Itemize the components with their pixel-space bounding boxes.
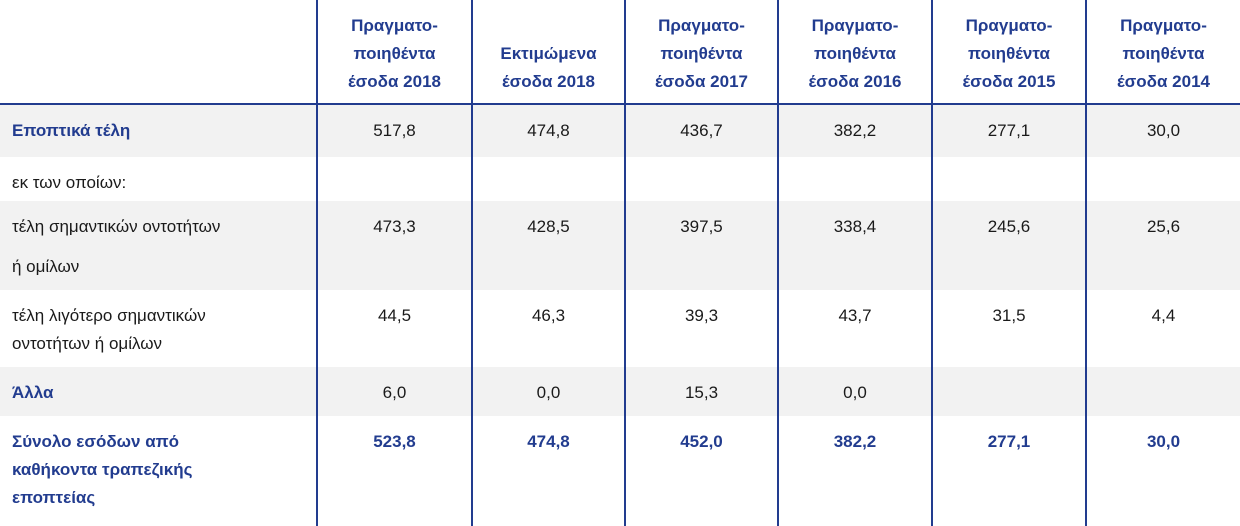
label-line: εκ των οποίων: <box>12 173 127 192</box>
header-line: Πραγματο- <box>811 16 899 35</box>
value-cell: 428,5 <box>471 201 625 290</box>
value-cell: 523,8 <box>316 416 472 526</box>
value-cell: 382,2 <box>777 416 932 526</box>
row-label: τέλη σημαντικών οντοτήτων ή ομίλων <box>0 201 317 290</box>
empty-cell <box>931 157 1086 201</box>
label-line: οντοτήτων ή ομίλων <box>12 334 163 353</box>
header-row: Πραγματο-ποιηθέντα έσοδα 2018 Εκτιμώμενα έσ… <box>0 0 1240 105</box>
header-line: Πραγματο- <box>351 16 438 35</box>
row-label: τέλη λιγότερο σημαντικών οντοτήτων ή ομίλ… <box>0 290 317 367</box>
column-header: Πραγματο-ποιηθέντα έσοδα 2015 <box>931 0 1086 105</box>
header-line: έσοδα 2015 <box>962 72 1056 91</box>
empty-cell <box>777 157 932 201</box>
row-label: εκ των οποίων: <box>0 157 317 201</box>
header-line: Πραγματο- <box>1120 16 1207 35</box>
table-row: Εποπτικά τέλη 517,8 474,8 436,7 382,2 277,1 30… <box>0 104 1240 157</box>
label-line: Σύνολο εσόδων από <box>12 432 180 451</box>
value-cell: 452,0 <box>624 416 778 526</box>
empty-cell <box>1085 367 1240 416</box>
column-header: Πραγματο-ποιηθέντα έσοδα 2014 <box>1085 0 1240 105</box>
header-line: έσοδα 2017 <box>655 72 748 91</box>
header-line: ποιηθέντα <box>353 44 436 63</box>
value-cell: 397,5 <box>624 201 778 290</box>
corner <box>0 0 317 105</box>
empty-cell <box>931 367 1086 416</box>
value-cell: 0,0 <box>777 367 932 416</box>
value-cell: 25,6 <box>1085 201 1240 290</box>
header-line: Εκτιμώμενα <box>500 44 597 63</box>
label-line: τέλη λιγότερο σημαντικών <box>12 306 206 325</box>
value-cell: 0,0 <box>471 367 625 416</box>
header-line: Πραγματο- <box>658 16 745 35</box>
value-cell: 46,3 <box>471 290 625 367</box>
table-row: τέλη σημαντικών οντοτήτων ή ομίλων 473,3 42… <box>0 201 1240 290</box>
value-cell: 474,8 <box>471 416 625 526</box>
column-header: Πραγματο-ποιηθέντα έσοδα 2017 <box>624 0 778 105</box>
header-line: ποιηθέντα <box>1122 44 1205 63</box>
label-line: καθήκοντα τραπεζικής <box>12 460 193 479</box>
value-cell: 338,4 <box>777 201 932 290</box>
empty-cell <box>1085 157 1240 201</box>
value-cell: 245,6 <box>931 201 1086 290</box>
value-cell: 6,0 <box>316 367 472 416</box>
header-line: έσοδα 2018 <box>348 72 441 91</box>
value-cell: 277,1 <box>931 416 1086 526</box>
label-line: Εποπτικά τέλη <box>12 121 131 140</box>
header-line: ποιηθέντα <box>814 44 896 63</box>
header-line: έσοδα 2014 <box>1117 72 1210 91</box>
header-line: ποιηθέντα <box>660 44 743 63</box>
table-row: Άλλα 6,0 0,0 15,3 0,0 <box>0 367 1240 416</box>
value-cell: 44,5 <box>316 290 472 367</box>
label-line: τέλη σημαντικών οντοτήτων <box>12 217 221 236</box>
header-line: έσοδα 2016 <box>808 72 902 91</box>
value-cell: 31,5 <box>931 290 1086 367</box>
value-cell: 39,3 <box>624 290 778 367</box>
header-line: ποιηθέντα <box>968 44 1050 63</box>
column-header: Εκτιμώμενα έσοδα 2018 <box>471 0 625 105</box>
empty-cell <box>471 157 625 201</box>
table-row: τέλη λιγότερο σημαντικών οντοτήτων ή ομίλ… <box>0 290 1240 367</box>
header-line: έσοδα 2018 <box>502 72 595 91</box>
row-label: Σύνολο εσόδων από καθήκοντα τραπεζικής επο… <box>0 416 317 526</box>
row-label: Εποπτικά τέλη <box>0 104 317 157</box>
value-cell: 277,1 <box>931 104 1086 157</box>
value-cell: 474,8 <box>471 104 625 157</box>
table-body: Εποπτικά τέλη 517,8 474,8 436,7 382,2 277,1 30… <box>0 104 1240 526</box>
value-cell: 43,7 <box>777 290 932 367</box>
table-row: εκ των οποίων: <box>0 157 1240 201</box>
label-line: Άλλα <box>12 383 54 402</box>
column-header: Πραγματο-ποιηθέντα έσοδα 2018 <box>316 0 472 105</box>
value-cell: 517,8 <box>316 104 472 157</box>
value-cell: 382,2 <box>777 104 932 157</box>
value-cell: 4,4 <box>1085 290 1240 367</box>
table-row: Σύνολο εσόδων από καθήκοντα τραπεζικής επο… <box>0 416 1240 526</box>
value-cell: 15,3 <box>624 367 778 416</box>
header-line: Πραγματο- <box>965 16 1053 35</box>
value-cell: 436,7 <box>624 104 778 157</box>
label-line: εποπτείας <box>12 488 96 507</box>
empty-cell <box>316 157 472 201</box>
value-cell: 30,0 <box>1085 416 1240 526</box>
column-header: Πραγματο-ποιηθέντα έσοδα 2016 <box>777 0 932 105</box>
empty-cell <box>624 157 778 201</box>
value-cell: 473,3 <box>316 201 472 290</box>
value-cell: 30,0 <box>1085 104 1240 157</box>
row-label: Άλλα <box>0 367 317 416</box>
label-line: ή ομίλων <box>12 257 80 276</box>
